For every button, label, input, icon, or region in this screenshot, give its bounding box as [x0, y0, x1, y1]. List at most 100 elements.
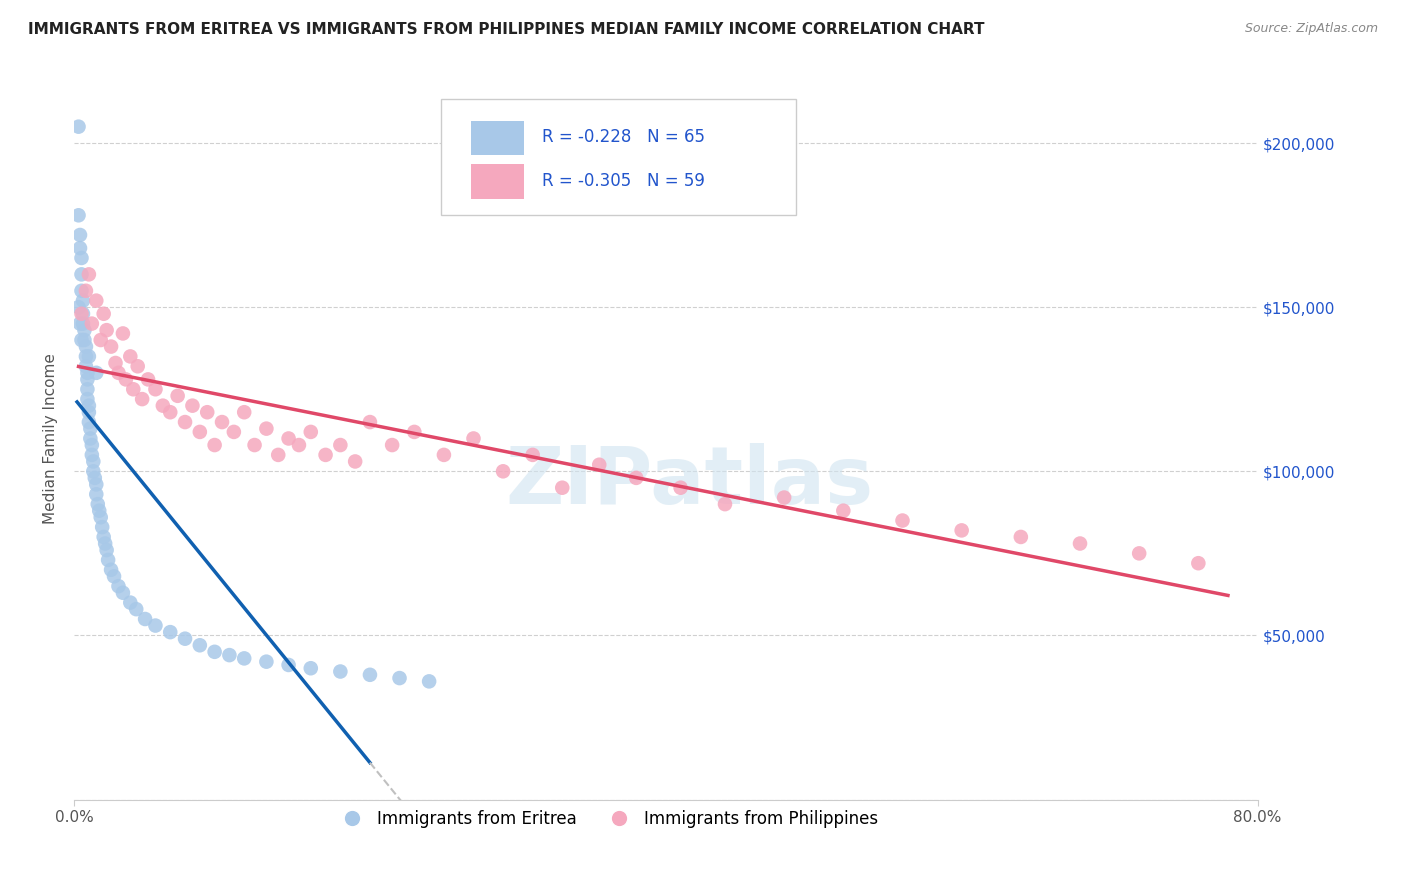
Point: [103, 569, 125, 583]
Point: [152, 399, 174, 413]
FancyBboxPatch shape: [471, 120, 524, 155]
Point: [551, 481, 574, 495]
Point: [120, 596, 142, 610]
Point: [195, 405, 218, 419]
Point: [315, 448, 337, 462]
Point: [75, 284, 97, 298]
Point: [67, 120, 90, 134]
Point: [159, 405, 181, 419]
Point: [329, 438, 352, 452]
Point: [107, 579, 129, 593]
Point: [299, 661, 322, 675]
Y-axis label: Median Family Income: Median Family Income: [44, 353, 58, 524]
Point: [773, 491, 796, 505]
Point: [204, 438, 226, 452]
Point: [588, 458, 610, 472]
FancyBboxPatch shape: [471, 164, 524, 199]
Point: [188, 425, 211, 439]
Point: [299, 425, 322, 439]
Point: [93, 307, 115, 321]
Point: [72, 307, 94, 321]
Point: [80, 317, 103, 331]
Point: [277, 432, 299, 446]
Point: [84, 487, 107, 501]
Point: [80, 448, 103, 462]
Point: [84, 477, 107, 491]
Point: [145, 382, 167, 396]
Point: [277, 657, 299, 672]
Point: [77, 350, 100, 364]
Point: [79, 432, 101, 446]
Point: [90, 333, 112, 347]
Point: [82, 454, 104, 468]
Point: [84, 366, 107, 380]
Point: [669, 481, 692, 495]
Point: [127, 359, 149, 374]
Point: [75, 340, 97, 354]
Point: [714, 497, 737, 511]
Point: [69, 241, 91, 255]
Point: [67, 208, 90, 222]
Point: [73, 323, 96, 337]
Point: [136, 372, 159, 386]
Point: [174, 415, 197, 429]
Point: [111, 586, 134, 600]
Point: [134, 612, 156, 626]
Point: [77, 405, 100, 419]
Point: [359, 668, 381, 682]
Point: [69, 227, 91, 242]
Point: [77, 399, 100, 413]
Point: [204, 645, 226, 659]
Point: [94, 536, 117, 550]
Point: [891, 514, 914, 528]
Point: [174, 632, 197, 646]
Point: [75, 359, 97, 374]
Point: [254, 422, 277, 436]
Point: [73, 333, 96, 347]
Point: [76, 392, 98, 406]
Point: [84, 293, 107, 308]
Point: [70, 333, 93, 347]
Point: [1128, 546, 1150, 560]
Point: [70, 251, 93, 265]
Point: [233, 405, 256, 419]
Text: Source: ZipAtlas.com: Source: ZipAtlas.com: [1244, 22, 1378, 36]
Point: [70, 307, 93, 321]
Point: [79, 422, 101, 436]
Point: [344, 454, 367, 468]
Point: [83, 471, 105, 485]
Point: [80, 438, 103, 452]
Point: [107, 366, 129, 380]
Point: [950, 524, 973, 538]
Point: [1187, 556, 1209, 570]
Point: [76, 382, 98, 396]
Point: [166, 389, 188, 403]
Point: [104, 356, 127, 370]
Point: [93, 530, 115, 544]
Point: [100, 563, 122, 577]
Point: [404, 425, 426, 439]
Point: [329, 665, 352, 679]
Point: [1069, 536, 1091, 550]
Point: [90, 510, 112, 524]
Point: [522, 448, 544, 462]
Point: [77, 415, 100, 429]
Text: R = -0.228   N = 65: R = -0.228 N = 65: [541, 128, 704, 145]
Point: [72, 317, 94, 331]
Point: [218, 648, 240, 662]
Point: [91, 520, 114, 534]
Point: [359, 415, 381, 429]
Point: [125, 602, 148, 616]
Point: [463, 432, 485, 446]
Point: [67, 300, 90, 314]
Point: [97, 553, 120, 567]
Point: [77, 268, 100, 282]
Point: [159, 625, 181, 640]
Text: IMMIGRANTS FROM ERITREA VS IMMIGRANTS FROM PHILIPPINES MEDIAN FAMILY INCOME CORR: IMMIGRANTS FROM ERITREA VS IMMIGRANTS FR…: [28, 22, 984, 37]
Point: [122, 382, 145, 396]
Point: [76, 366, 98, 380]
Point: [145, 618, 167, 632]
Point: [832, 504, 855, 518]
FancyBboxPatch shape: [441, 99, 796, 215]
Point: [115, 372, 138, 386]
